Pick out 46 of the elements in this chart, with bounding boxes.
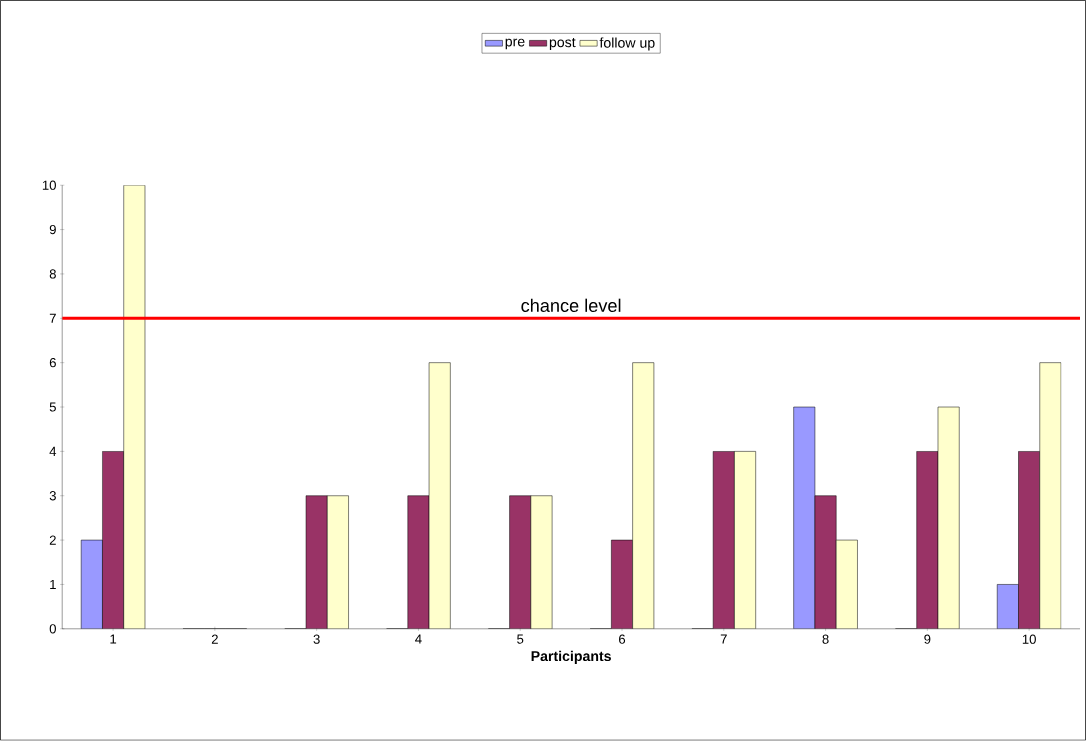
- x-tick-label: 8: [822, 634, 829, 644]
- x-tick-label: 6: [619, 634, 626, 644]
- bar: [407, 495, 430, 629]
- x-tick-label: 10: [1022, 634, 1036, 644]
- y-tick-label: 2: [49, 535, 56, 545]
- bar: [123, 185, 145, 629]
- x-tick-label: 2: [211, 634, 218, 644]
- y-tick-label: 6: [49, 358, 56, 368]
- y-tick-label: 4: [49, 447, 57, 457]
- y-tick-label: 5: [49, 402, 56, 412]
- bar: [1018, 451, 1041, 629]
- bar: [509, 495, 531, 629]
- bar: [81, 540, 103, 629]
- y-tick-label: 9: [49, 225, 56, 235]
- bar: [632, 362, 654, 629]
- y-tick-label: 8: [49, 269, 56, 279]
- x-tick-label: 9: [924, 634, 931, 644]
- bar: [327, 495, 349, 629]
- bar: [429, 362, 451, 629]
- y-tick-label: 3: [49, 491, 56, 501]
- ref-line-label: chance level: [521, 298, 621, 313]
- y-tick-label: 10: [42, 180, 56, 191]
- bar: [306, 495, 328, 629]
- x-tick-label: 4: [415, 634, 422, 644]
- bar: [734, 451, 756, 629]
- bar: [937, 407, 960, 629]
- x-tick-label: 1: [110, 634, 117, 644]
- y-tick-label: 1: [50, 580, 56, 590]
- legend-label: pre: [505, 38, 525, 50]
- legend-label: post: [549, 38, 576, 51]
- bar: [996, 584, 1019, 629]
- bar: [836, 540, 858, 629]
- x-tick-label: 7: [720, 634, 727, 644]
- bar: [713, 451, 735, 629]
- x-tick-label: 5: [517, 634, 524, 644]
- y-tick-label: 7: [49, 313, 56, 323]
- bar: [916, 451, 938, 629]
- bar: [102, 451, 124, 629]
- x-tick-label: 3: [313, 634, 320, 644]
- bar: [793, 407, 815, 629]
- legend-label: follow up: [599, 37, 655, 51]
- bar: [611, 540, 633, 629]
- bar: [1039, 362, 1062, 629]
- y-tick-label: 0: [49, 624, 56, 634]
- x-axis-title: Participants: [531, 650, 611, 665]
- bar: [814, 495, 837, 629]
